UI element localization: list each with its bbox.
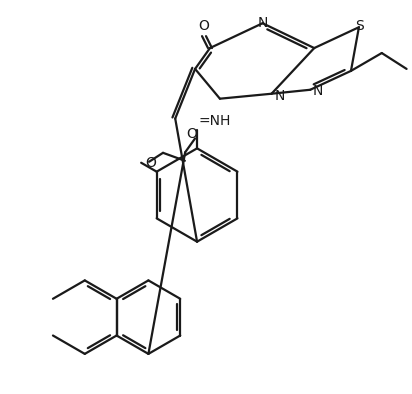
Text: S: S [356, 19, 364, 33]
Text: O: O [187, 127, 197, 141]
Text: =NH: =NH [199, 113, 231, 128]
Text: O: O [199, 19, 209, 33]
Text: N: N [313, 84, 323, 98]
Text: N: N [274, 89, 285, 103]
Text: O: O [145, 156, 156, 170]
Text: N: N [258, 16, 268, 30]
